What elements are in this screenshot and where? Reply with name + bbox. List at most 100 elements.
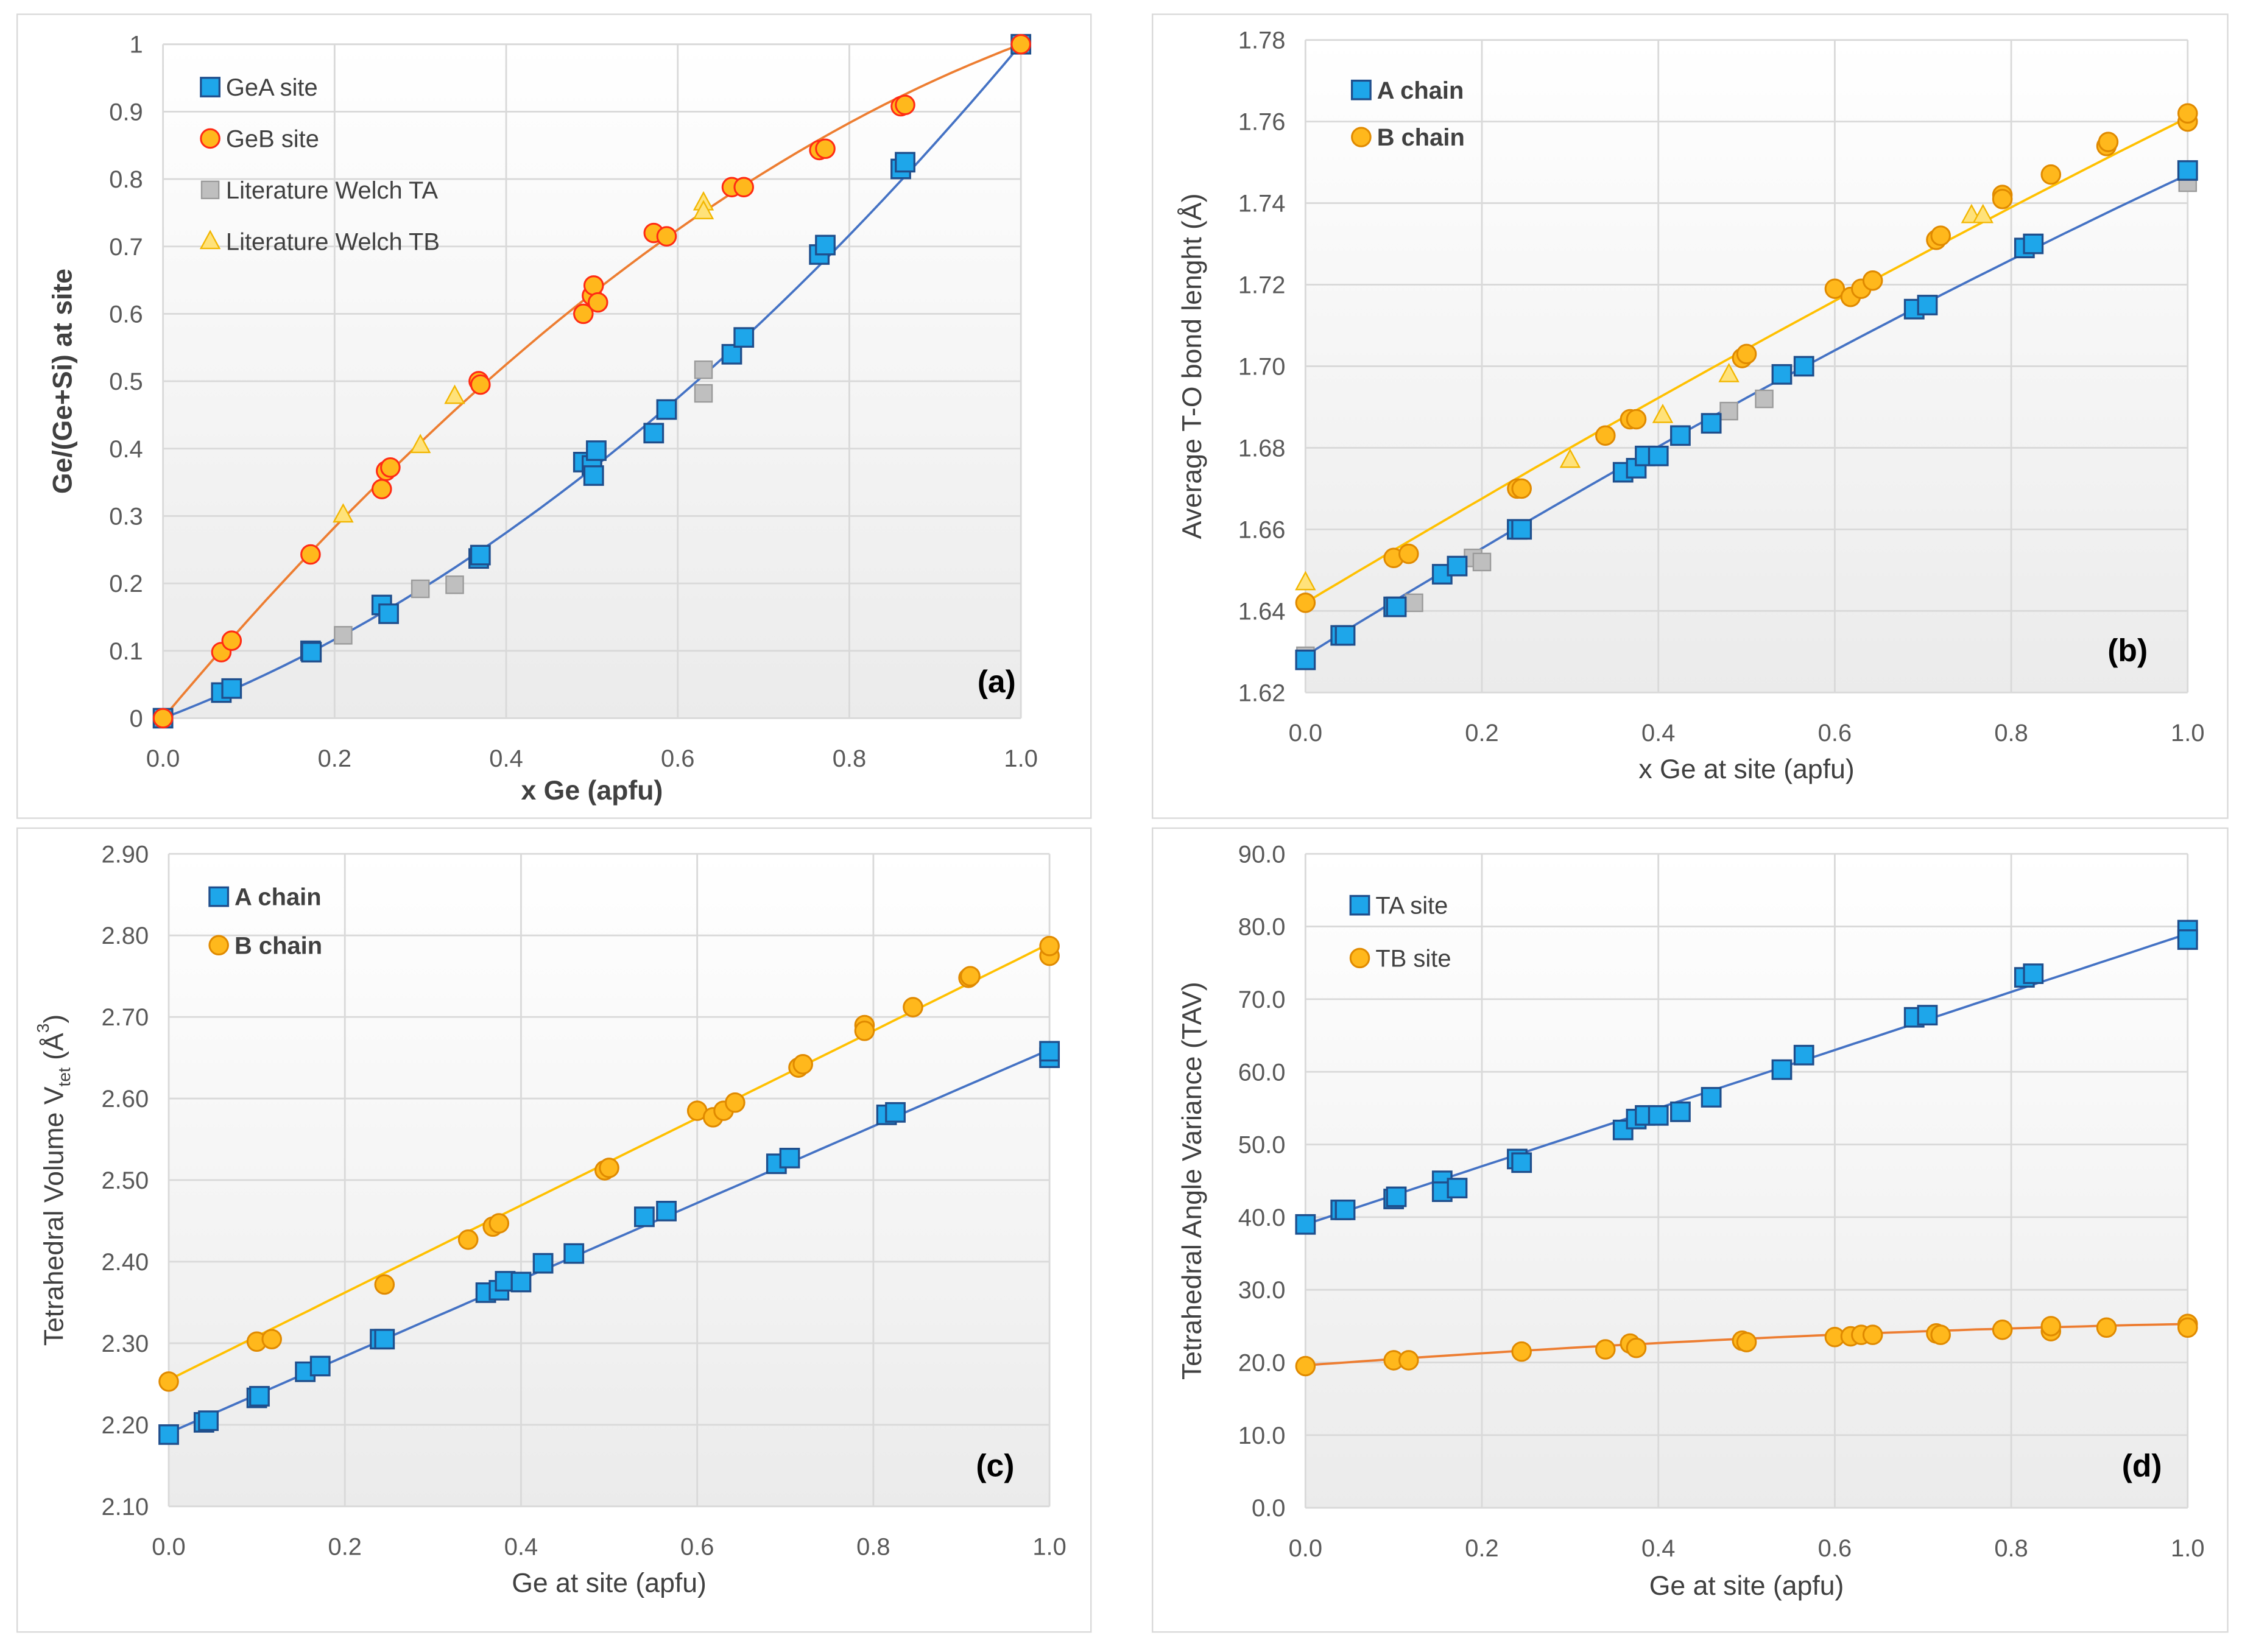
legend-label: Literature Welch TB xyxy=(226,228,440,255)
data-point xyxy=(895,94,915,116)
data-point xyxy=(198,1410,219,1432)
y-tick-label: 0.9 xyxy=(109,99,143,125)
data-point xyxy=(2023,233,2044,255)
legend-label: Literature Welch TA xyxy=(226,177,439,204)
data-point xyxy=(583,275,604,296)
data-point xyxy=(1771,1059,1793,1080)
x-axis-label: Ge at site (apfu) xyxy=(1649,1571,1844,1601)
x-axis-label: x Ge at site (apfu) xyxy=(1638,754,1854,784)
x-tick-label: 1.0 xyxy=(1032,1534,1066,1561)
data-point xyxy=(599,1158,619,1178)
data-point xyxy=(721,343,742,365)
data-point xyxy=(1652,403,1674,423)
data-point xyxy=(380,457,401,478)
series-b-chain xyxy=(1295,103,2198,613)
legend-item: GeB site xyxy=(200,126,319,153)
legend-item: TB site xyxy=(1349,945,1451,972)
x-tick-label: 0.2 xyxy=(328,1534,362,1561)
legend-item: A chain xyxy=(208,884,322,911)
data-point xyxy=(1295,1214,1316,1235)
data-point xyxy=(1930,225,1951,246)
x-tick-label: 0.6 xyxy=(1818,1535,1852,1562)
data-point xyxy=(1701,1087,1722,1108)
y-tick-label: 0.7 xyxy=(109,234,143,261)
data-point xyxy=(1701,413,1722,434)
data-point xyxy=(1648,1105,1669,1126)
data-point xyxy=(656,226,677,247)
legend-item: GeA site xyxy=(200,74,318,101)
series-literature-welch-tb xyxy=(333,191,714,523)
data-point xyxy=(1736,1332,1757,1352)
y-tick-label: 20.0 xyxy=(1238,1350,1286,1377)
x-tick-label: 0.2 xyxy=(1465,1535,1498,1562)
y-tick-label: 40.0 xyxy=(1238,1204,1286,1231)
data-point xyxy=(1626,409,1647,430)
legend-label: B chain xyxy=(1377,124,1465,151)
panel-label: (b) xyxy=(2107,633,2148,668)
y-axis-label: Tetrahedral Volume Vtet (Å3) xyxy=(33,1014,74,1346)
chart-panel-d: 0.0 10.0 20.0 30.0 40.0 50.0 60.0 70.0 80.0 90.0 0… xyxy=(1151,827,2229,1633)
data-point xyxy=(2177,103,2198,124)
legend-item: A chain xyxy=(1350,77,1464,104)
data-point xyxy=(2177,929,2198,950)
data-point xyxy=(1039,935,1060,957)
y-tick-label: 0 xyxy=(130,706,143,733)
y-tick-label: 2.80 xyxy=(101,923,149,949)
x-tick-label: 0.6 xyxy=(1818,720,1852,747)
data-point xyxy=(1386,596,1407,617)
legend-item: B chain xyxy=(208,932,322,959)
data-point xyxy=(694,360,713,379)
legend-item: Literature Welch TB xyxy=(199,228,440,255)
y-tick-label: 2.20 xyxy=(101,1412,149,1439)
data-point xyxy=(2177,1317,2198,1338)
data-point xyxy=(792,1054,813,1075)
data-point xyxy=(1670,1101,1691,1122)
y-axis-label-part: (Å xyxy=(39,1033,69,1067)
chart-panel-b: 1.62 1.64 1.66 1.68 1.70 1.72 1.74 1.76 1.78 0.0 0… xyxy=(1151,13,2229,819)
series-b-chain xyxy=(158,935,1060,1392)
y-tick-label: 70.0 xyxy=(1238,986,1286,1013)
y-tick-label: 2.70 xyxy=(101,1004,149,1031)
series-a-chain xyxy=(1295,160,2198,670)
data-point xyxy=(333,503,354,523)
data-point xyxy=(457,1229,479,1250)
y-tick-label: 1.68 xyxy=(1238,435,1286,462)
data-point xyxy=(334,626,353,645)
data-point xyxy=(2098,132,2119,152)
series-ta-site xyxy=(1295,919,2198,1235)
data-point xyxy=(1398,543,1419,564)
data-point xyxy=(152,708,174,729)
data-point xyxy=(411,579,430,599)
y-tick-label: 0.5 xyxy=(109,368,143,395)
y-tick-label: 2.10 xyxy=(101,1494,149,1520)
data-point xyxy=(510,1271,532,1293)
y-tick-label: 0.4 xyxy=(109,436,143,463)
data-point xyxy=(309,1355,331,1377)
x-tick-label: 0.8 xyxy=(833,745,866,772)
data-point xyxy=(1862,270,1883,291)
legend-item: B chain xyxy=(1351,124,1465,151)
y-axis-label: Ge/(Ge+Si) at site xyxy=(48,269,77,494)
data-point xyxy=(1930,1324,1951,1345)
y-axis-label: Average T-O bond lenght (Å) xyxy=(1177,194,1207,540)
data-point xyxy=(1295,592,1316,613)
data-point xyxy=(374,1329,395,1350)
data-point xyxy=(656,1201,677,1221)
y-axis-label-part: Average T-O bond lenght (Å) xyxy=(1177,194,1207,540)
panel-label: (a) xyxy=(978,664,1016,699)
data-point xyxy=(1612,1119,1634,1141)
x-tick-label: 0.4 xyxy=(1641,1535,1675,1562)
x-tick-label: 0.0 xyxy=(1289,1535,1322,1562)
y-tick-label: 30.0 xyxy=(1238,1277,1286,1304)
legend-marker xyxy=(200,77,220,97)
data-point xyxy=(779,1147,800,1169)
data-point xyxy=(725,1092,746,1113)
data-point xyxy=(488,1213,510,1234)
data-point xyxy=(445,575,464,594)
data-point xyxy=(1793,1044,1814,1066)
y-axis-label-part: Tetrahedral Angle Variance (TAV) xyxy=(1177,982,1207,1380)
y-tick-label: 2.60 xyxy=(101,1086,149,1112)
x-tick-label: 0.4 xyxy=(489,745,523,772)
data-point xyxy=(1447,555,1468,577)
